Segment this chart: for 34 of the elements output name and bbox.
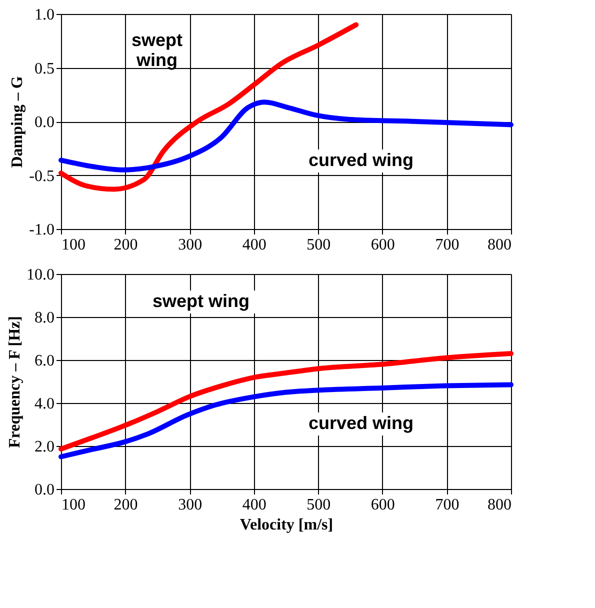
x-tick-label: 700 <box>435 496 460 514</box>
x-tick-label: 600 <box>370 496 395 514</box>
y-tick-label: 10.0 <box>26 266 54 284</box>
x-tick-label: 200 <box>114 236 138 254</box>
y-tick-label: 8.0 <box>34 310 54 326</box>
x-tick-label: 300 <box>178 496 202 514</box>
annotation: curved wing <box>308 413 414 433</box>
x-tick-label: 800 <box>488 236 512 254</box>
y-tick-label: 0.0 <box>34 482 54 498</box>
x-axis-title: Velocity [m/s] <box>240 516 334 534</box>
x-tick-label: 400 <box>242 236 266 254</box>
y-tick-label: 4.0 <box>34 396 54 412</box>
x-tick-label: 700 <box>435 236 460 254</box>
x-tick-label: 100 <box>62 236 86 254</box>
y-tick-label: 1.0 <box>34 6 54 24</box>
y-tick-label: 6.0 <box>34 352 54 370</box>
y-tick-label: -0.5 <box>29 168 54 185</box>
y-axis-title: Damping – G <box>9 76 26 168</box>
x-tick-label: 500 <box>306 496 331 514</box>
y-tick-label: -1.0 <box>29 222 54 238</box>
x-tick-label: 100 <box>62 496 86 514</box>
y-tick-label: 0.0 <box>34 114 54 131</box>
y-axis-title: Frequency – F [Hz] <box>6 316 24 448</box>
annotation: curved wing <box>308 150 414 170</box>
x-tick-label: 300 <box>178 236 202 254</box>
x-tick-label: 500 <box>306 236 331 254</box>
x-tick-label: 200 <box>114 496 138 514</box>
x-tick-label: 400 <box>242 496 266 514</box>
annotation: swept wing <box>131 30 183 70</box>
y-tick-label: 2.0 <box>34 438 54 456</box>
annotation: swept wing <box>152 291 250 311</box>
y-tick-label: 0.5 <box>34 60 54 78</box>
x-tick-label: 600 <box>370 236 395 254</box>
x-tick-label: 800 <box>488 496 512 514</box>
